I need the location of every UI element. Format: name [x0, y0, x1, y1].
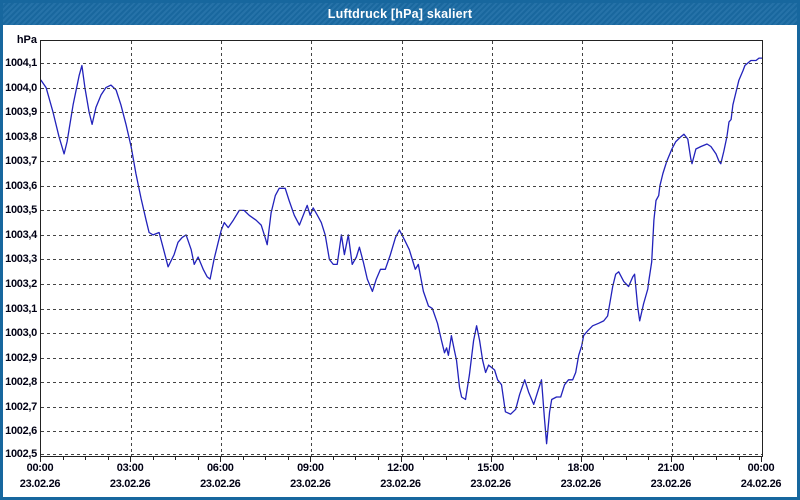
x-axis-tick [535, 457, 537, 460]
x-axis-tick [265, 457, 267, 460]
x-gridline [491, 41, 493, 456]
y-tick-label: 1002,5 [5, 448, 37, 460]
x-axis-tick [490, 457, 492, 462]
x-axis-tick [603, 457, 605, 460]
x-tick-date-label: 23.02.26 [380, 478, 421, 490]
y-tick-label: 1002,9 [5, 351, 37, 364]
x-tick-time-label: 06:00 [206, 462, 234, 474]
y-tick-label: 1002,8 [5, 376, 37, 389]
x-tick-time-label: 03:00 [116, 462, 144, 474]
window-title: Luftdruck [hPa] skaliert [327, 7, 473, 21]
x-axis-tick [107, 457, 109, 460]
x-axis-tick [400, 457, 402, 462]
x-gridline [401, 41, 403, 456]
x-tick-date-label: 23.02.26 [650, 478, 692, 490]
x-axis-tick [287, 457, 289, 460]
x-gridline [581, 41, 583, 456]
x-axis-tick [670, 457, 672, 462]
x-gridline [221, 41, 223, 456]
x-tick-time-label: 18:00 [567, 462, 595, 474]
window-titlebar[interactable]: Luftdruck [hPa] skaliert [3, 3, 797, 25]
x-axis-tick [175, 457, 177, 460]
x-axis-tick [152, 457, 154, 460]
x-tick-date-label: 23.02.26 [290, 478, 331, 490]
chart-area: hPa 1004,1 1004,0 1003,9 1003,8 1003,7 1003,6… [3, 25, 797, 497]
x-axis-tick [310, 457, 312, 462]
x-axis-tick [715, 457, 717, 460]
plot-area [40, 40, 763, 457]
pressure-line-chart [41, 57, 762, 445]
x-tick-date-label: 24.02.26 [740, 478, 782, 490]
x-axis-tick [513, 457, 515, 460]
x-tick-date-label: 23.02.26 [109, 478, 151, 490]
x-axis-tick [761, 457, 762, 462]
x-tick-date-label: 23.02.26 [470, 478, 511, 490]
x-axis-tick [648, 457, 650, 460]
x-axis-tick [197, 457, 199, 460]
y-tick-label: 1004,0 [5, 81, 37, 94]
x-tick-time-label: 00:00 [747, 462, 775, 474]
x-tick-time-label: 15:00 [477, 462, 504, 474]
y-tick-label: 1003,0 [5, 327, 37, 340]
x-axis-tick [40, 457, 41, 462]
x-axis-tick [423, 457, 424, 460]
x-axis-tick [558, 457, 560, 460]
x-tick-time-label: 21:00 [657, 462, 685, 474]
y-tick-label: 1003,6 [5, 179, 37, 192]
y-tick-label: 1003,2 [5, 278, 37, 291]
x-axis-tick [625, 457, 627, 460]
y-tick-label: 1003,8 [5, 130, 37, 143]
pressure-line-series [41, 57, 762, 445]
y-tick-label: 1004,1 [5, 57, 37, 69]
y-tick-label: 1002,6 [5, 425, 37, 438]
x-tick-time-label: 00:00 [26, 462, 54, 474]
y-tick-label: 1003,1 [5, 302, 37, 315]
x-tick-date-label: 23.02.26 [200, 478, 241, 490]
x-axis-tick [445, 457, 447, 460]
x-axis-tick [242, 457, 244, 460]
x-axis-tick [62, 457, 64, 460]
y-tick-label: 1003,4 [5, 228, 37, 241]
y-tick-label: 1003,7 [5, 155, 37, 168]
y-tick-label: 1003,9 [5, 106, 37, 119]
y-tick-label: 1003,3 [5, 253, 37, 266]
x-axis-tick [693, 457, 695, 460]
x-gridline [311, 41, 313, 456]
y-axis-unit-label: hPa [16, 34, 37, 46]
x-axis-tick [130, 457, 132, 462]
x-axis-tick [378, 457, 379, 460]
x-gridline [671, 41, 673, 456]
x-axis-tick [220, 457, 222, 462]
x-axis-tick [332, 457, 334, 460]
x-tick-time-label: 12:00 [387, 462, 414, 474]
x-tick-date-label: 23.02.26 [560, 478, 602, 490]
x-axis-tick [468, 457, 470, 460]
y-tick-label: 1003,5 [5, 204, 37, 217]
x-axis-tick [738, 457, 740, 460]
x-tick-date-label: 23.02.26 [19, 478, 61, 490]
x-tick-time-label: 09:00 [297, 462, 324, 474]
x-axis-tick [355, 457, 357, 460]
x-axis-tick [85, 457, 87, 460]
x-gridline [131, 41, 133, 456]
y-tick-label: 1002,7 [5, 400, 37, 413]
x-axis-tick [580, 457, 582, 462]
